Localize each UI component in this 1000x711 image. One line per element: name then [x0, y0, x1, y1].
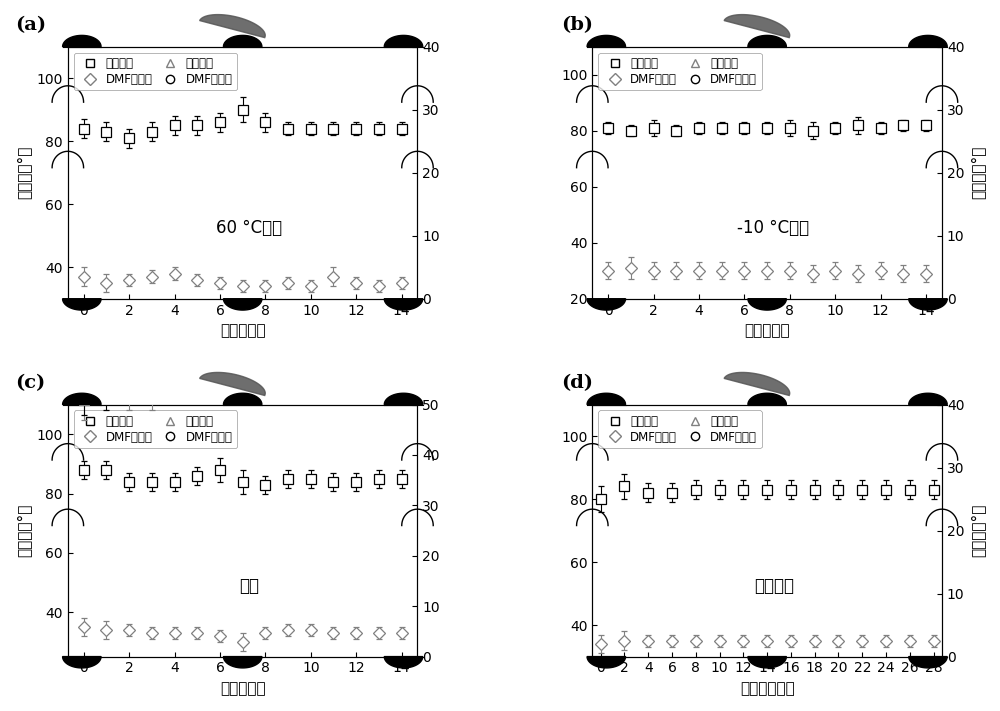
- Polygon shape: [748, 656, 786, 668]
- Polygon shape: [909, 36, 947, 47]
- Text: 紫外光照: 紫外光照: [754, 577, 794, 595]
- Polygon shape: [63, 393, 101, 405]
- Polygon shape: [748, 299, 786, 310]
- Polygon shape: [587, 393, 626, 405]
- Polygon shape: [223, 36, 262, 47]
- Polygon shape: [724, 15, 790, 38]
- Text: 60 °C放置: 60 °C放置: [216, 219, 282, 237]
- Y-axis label: 滑动角（°）: 滑动角（°）: [970, 504, 985, 557]
- Legend: 水接触角, DMF接触角, 水滑动角, DMF滑动角: 水接触角, DMF接触角, 水滑动角, DMF滑动角: [74, 53, 237, 90]
- Polygon shape: [748, 36, 786, 47]
- Y-axis label: 接触角（°）: 接触角（°）: [16, 504, 31, 557]
- Text: (d): (d): [561, 374, 593, 392]
- Polygon shape: [200, 373, 265, 395]
- Y-axis label: 滑动角（°）: 滑动角（°）: [970, 146, 985, 199]
- Text: -10 °C放置: -10 °C放置: [737, 219, 810, 237]
- Legend: 水接触角, DMF接触角, 水滑动角, DMF滑动角: 水接触角, DMF接触角, 水滑动角, DMF滑动角: [74, 410, 237, 449]
- Y-axis label: 接触角（°）: 接触角（°）: [16, 146, 31, 199]
- Text: (a): (a): [15, 16, 47, 34]
- Polygon shape: [587, 36, 626, 47]
- X-axis label: 时间（天）: 时间（天）: [220, 681, 265, 696]
- Polygon shape: [384, 299, 423, 310]
- Polygon shape: [587, 656, 626, 668]
- Polygon shape: [63, 36, 101, 47]
- Polygon shape: [223, 656, 262, 668]
- Text: 水泡: 水泡: [239, 577, 259, 595]
- Text: (b): (b): [561, 16, 593, 34]
- Polygon shape: [200, 15, 265, 38]
- Polygon shape: [63, 299, 101, 310]
- Text: (c): (c): [15, 374, 46, 392]
- Legend: 水接触角, DMF接触角, 水滑动角, DMF滑动角: 水接触角, DMF接触角, 水滑动角, DMF滑动角: [598, 410, 762, 449]
- Polygon shape: [748, 393, 786, 405]
- Polygon shape: [63, 656, 101, 668]
- X-axis label: 时间（小时）: 时间（小时）: [740, 681, 795, 696]
- Polygon shape: [223, 393, 262, 405]
- Polygon shape: [384, 656, 423, 668]
- Polygon shape: [384, 36, 423, 47]
- Polygon shape: [587, 299, 626, 310]
- Polygon shape: [909, 656, 947, 668]
- Polygon shape: [909, 299, 947, 310]
- X-axis label: 时间（天）: 时间（天）: [744, 324, 790, 338]
- Polygon shape: [909, 393, 947, 405]
- Polygon shape: [223, 299, 262, 310]
- Polygon shape: [724, 373, 790, 395]
- Legend: 水接触角, DMF接触角, 水滑动角, DMF滑动角: 水接触角, DMF接触角, 水滑动角, DMF滑动角: [598, 53, 762, 90]
- Polygon shape: [384, 393, 423, 405]
- X-axis label: 时间（天）: 时间（天）: [220, 324, 265, 338]
